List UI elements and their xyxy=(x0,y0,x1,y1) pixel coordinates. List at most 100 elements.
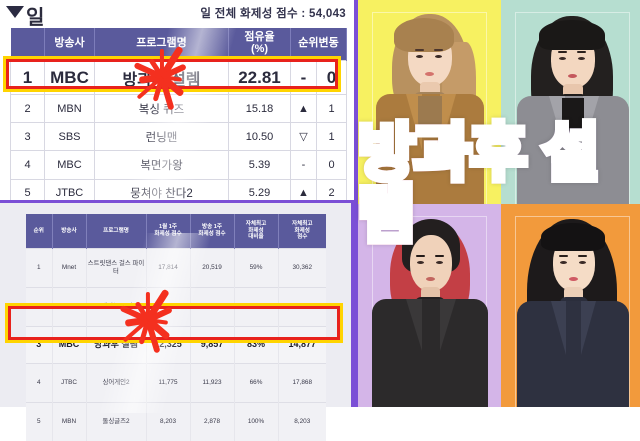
daily-ranking-table: 방송사 프로그램명 점유율 (%) 순위변동 1 MBC 방과후 설렘 xyxy=(10,28,347,208)
daily-ranking-block: 일 일 전체 화제성 점수 : 54,043 방송사 프로그램명 점유율 (% xyxy=(0,0,354,198)
table-header-row: 방송사 프로그램명 점유율 (%) 순위변동 xyxy=(11,28,347,61)
cell-rank: 4 xyxy=(11,151,45,179)
cell-rank-delta: 0 xyxy=(317,61,347,95)
cell-broadcaster: SBS xyxy=(45,123,95,151)
person-figure xyxy=(501,211,640,407)
header-score-week-line1: 1월 1주 xyxy=(147,224,190,231)
cell-rank-delta: 0 xyxy=(317,151,347,179)
cell-broadcaster: MBC xyxy=(45,61,95,95)
table-row[interactable]: 2 MBN 복싱 퀴즈 15.18 ▲ 1 xyxy=(11,95,347,123)
table-row[interactable]: 3 MBC 방과후 설렘 12,325 9,857 83% 14,877 xyxy=(26,327,326,364)
header-share: 점유율 (%) xyxy=(229,28,291,61)
cell-share: 15.18 xyxy=(229,95,291,123)
triangle-down-icon[interactable] xyxy=(6,6,24,18)
total-score-text: 일 전체 화제성 점수 : 54,043 xyxy=(200,5,346,21)
header-program: 프로그램명 xyxy=(86,214,146,249)
day-label: 일 xyxy=(26,1,45,30)
cell-share: 10.50 xyxy=(229,123,291,151)
photo-bottom-left xyxy=(358,204,501,408)
cell-rank: 3 xyxy=(26,327,52,364)
cell-rank: 5 xyxy=(26,403,52,441)
header-score-week: 1월 1주 화제성 점수 xyxy=(146,214,190,249)
cell-broadcaster: Mnet xyxy=(52,249,86,288)
photo-bottom-right xyxy=(501,204,640,408)
promo-photo-grid xyxy=(354,0,640,407)
daily-ranking-header: 일 일 전체 화제성 점수 : 54,043 xyxy=(0,0,354,27)
header-rank xyxy=(11,28,45,61)
cell-rank-arrow: - xyxy=(291,151,317,179)
photo-top-right xyxy=(501,0,640,204)
cell-program: 방과후 설렘 xyxy=(95,61,229,95)
cell-best-score: 17,868 xyxy=(278,364,326,403)
cell-bcast-week: 20,519 xyxy=(190,249,234,288)
header-share-unit: (%) xyxy=(229,44,290,56)
cell-broadcaster: MBN xyxy=(52,403,86,441)
cell-broadcaster: JTBC xyxy=(52,364,86,403)
cell-bcast-week: 9,857 xyxy=(190,327,234,364)
header-broadcaster: 방송사 xyxy=(45,28,95,61)
cell-score-week: 17,814 xyxy=(146,249,190,288)
cell-score-week: 11,775 xyxy=(146,364,190,403)
cell-best-ratio: 59% xyxy=(234,249,278,288)
rankings-pane: 일 일 전체 화제성 점수 : 54,043 방송사 프로그램명 점유율 (% xyxy=(0,0,354,407)
person-figure xyxy=(358,211,501,407)
header-best-score-line1: 자체최고 xyxy=(279,221,327,228)
header-bcast-week-line1: 방송 1주 xyxy=(191,224,234,231)
cell-best-score: 14,877 xyxy=(278,327,326,364)
cell-share: 22.81 xyxy=(229,61,291,95)
cell-rank: 2 xyxy=(11,95,45,123)
table-row[interactable]: 4 MBC 복면가왕 5.39 - 0 xyxy=(11,151,347,179)
screenshot-root: 일 일 전체 화제성 점수 : 54,043 방송사 프로그램명 점유율 (% xyxy=(0,0,640,407)
cell-best-ratio: 32% xyxy=(234,288,278,327)
cell-rank: 1 xyxy=(11,61,45,95)
header-best-ratio-line1: 자체최고 xyxy=(235,221,278,228)
cell-program: 복면가왕 xyxy=(95,151,229,179)
cell-score-week: 8,203 xyxy=(146,403,190,441)
header-bcast-week: 방송 1주 화제성 점수 xyxy=(190,214,234,249)
header-rank: 순위 xyxy=(26,214,52,249)
cell-rank: 4 xyxy=(26,364,52,403)
table-row[interactable]: 5 MBN 돌싱글즈2 8,203 2,878 100% 8,203 xyxy=(26,403,326,441)
table-row[interactable]: 1 MBC 방과후 설렘 22.81 - 0 xyxy=(11,61,347,95)
header-best-ratio-line3: 대비율 xyxy=(235,234,278,241)
cell-rank-delta: 1 xyxy=(317,123,347,151)
cell-rank-arrow: ▲ xyxy=(291,95,317,123)
cell-broadcaster: MBC xyxy=(45,151,95,179)
header-broadcaster: 방송사 xyxy=(52,214,86,249)
header-score-week-line2: 화제성 점수 xyxy=(147,231,190,238)
cell-best-ratio: 83% xyxy=(234,327,278,364)
cell-rank-delta: 1 xyxy=(317,95,347,123)
table-row[interactable]: 2 SBS 골 때리는 그녀들 12,376 4,243 32% 38,259 xyxy=(26,288,326,327)
table-row[interactable]: 1 Mnet 스트릿댄스 걸스 파이터 17,814 20,519 59% 30… xyxy=(26,249,326,288)
header-rank-change: 순위변동 xyxy=(291,28,347,61)
cell-bcast-week: 4,243 xyxy=(190,288,234,327)
cell-program: 골 때리는 그녀들 xyxy=(86,288,146,327)
cell-rank: 3 xyxy=(11,123,45,151)
cell-program: 런닝맨 xyxy=(95,123,229,151)
cell-share: 5.39 xyxy=(229,151,291,179)
cell-best-score: 8,203 xyxy=(278,403,326,441)
table-row[interactable]: 3 SBS 런닝맨 10.50 ▽ 1 xyxy=(11,123,347,151)
cell-bcast-week: 11,923 xyxy=(190,364,234,403)
cell-score-week: 12,376 xyxy=(146,288,190,327)
cell-score-week: 12,325 xyxy=(146,327,190,364)
cell-program: 스트릿댄스 걸스 파이터 xyxy=(86,249,146,288)
cell-rank-arrow: - xyxy=(291,61,317,95)
header-best-score: 자체최고 화제성 점수 xyxy=(278,214,326,249)
header-bcast-week-line2: 화제성 점수 xyxy=(191,231,234,238)
cell-bcast-week: 2,878 xyxy=(190,403,234,441)
cell-broadcaster: SBS xyxy=(52,288,86,327)
cell-broadcaster: MBN xyxy=(45,95,95,123)
cell-rank-arrow: ▽ xyxy=(291,123,317,151)
cell-program: 싱어게인2 xyxy=(86,364,146,403)
cell-program: 복싱 퀴즈 xyxy=(95,95,229,123)
table-header-row: 순위 방송사 프로그램명 1월 1주 화제성 점수 방송 1주 화제성 점수 자… xyxy=(26,214,326,249)
header-program: 프로그램명 xyxy=(95,28,229,61)
cell-rank: 1 xyxy=(26,249,52,288)
cell-best-score: 30,362 xyxy=(278,249,326,288)
weekly-ranking-block: 순위 방송사 프로그램명 1월 1주 화제성 점수 방송 1주 화제성 점수 자… xyxy=(0,200,354,407)
table-row[interactable]: 4 JTBC 싱어게인2 11,775 11,923 66% 17,868 xyxy=(26,364,326,403)
cell-best-score: 38,259 xyxy=(278,288,326,327)
cell-program: 돌싱글즈2 xyxy=(86,403,146,441)
cell-broadcaster: MBC xyxy=(52,327,86,364)
